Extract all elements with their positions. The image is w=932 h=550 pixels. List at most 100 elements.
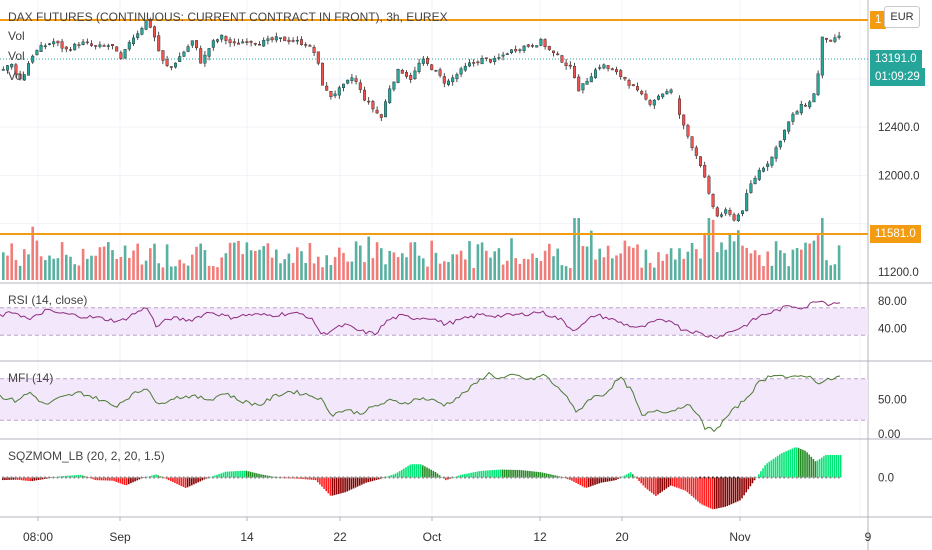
candle-body — [270, 37, 274, 41]
candle-body — [35, 50, 39, 56]
sqzmom-bar — [566, 477, 569, 480]
sqzmom-bar — [289, 477, 292, 479]
candle-body — [547, 46, 551, 50]
sqzmom-bar — [732, 477, 735, 504]
sqzmom-bar — [478, 471, 481, 478]
squeeze-dot — [262, 476, 265, 479]
squeeze-dot — [665, 476, 668, 479]
sqzmom-bar — [839, 454, 842, 478]
volume-bar — [182, 263, 186, 280]
sqzmom-bar — [235, 471, 237, 478]
volume-bar — [711, 219, 715, 280]
candle-body — [413, 70, 417, 80]
candle-body — [308, 45, 312, 47]
candle-body — [144, 20, 148, 30]
sqzmom-bar — [512, 469, 514, 478]
candle-body — [619, 70, 623, 77]
squeeze-dot — [144, 476, 147, 479]
sqzmom-title[interactable]: SQZMOM_LB (20, 2, 20, 1.5) — [8, 449, 165, 463]
sqzmom-bar — [130, 477, 132, 484]
squeeze-dot — [400, 476, 404, 479]
sqzmom-bar — [350, 477, 353, 490]
sqzmom-bar — [772, 458, 775, 478]
sqzmom-bar — [396, 472, 399, 478]
mfi-title[interactable]: MFI (14) — [8, 371, 54, 385]
squeeze-dot — [85, 476, 89, 479]
volume-bar — [136, 243, 139, 280]
rsi-title[interactable]: RSI (14, close) — [8, 293, 88, 307]
sqzmom-bar — [489, 470, 491, 478]
squeeze-dot — [787, 476, 790, 479]
candle-body — [522, 45, 526, 51]
sqzmom-bar — [726, 477, 729, 507]
squeeze-dot — [455, 476, 458, 479]
volume-bar — [396, 257, 400, 280]
squeeze-dot — [564, 476, 567, 479]
volume-bar — [669, 248, 673, 280]
candle-body — [1, 69, 5, 71]
top-line-tag: 1 — [870, 11, 887, 29]
squeeze-dot — [60, 476, 63, 479]
sqzmom-bar — [344, 477, 346, 493]
vol-label-2[interactable]: Vol — [8, 49, 25, 63]
squeeze-dot — [199, 476, 202, 479]
sqzmom-bar — [770, 460, 773, 478]
volume-bar — [384, 264, 387, 280]
sqzmom-bar — [480, 470, 483, 478]
sqzmom-bar — [434, 471, 437, 478]
volume-bar — [165, 244, 169, 280]
sqzmom-bar — [577, 477, 579, 485]
squeeze-dot — [392, 476, 395, 479]
candle-body — [140, 28, 144, 35]
volume-bar — [821, 218, 824, 280]
candle-body — [581, 83, 585, 91]
squeeze-dot — [211, 476, 215, 479]
squeeze-dot — [367, 476, 370, 479]
currency-button[interactable]: EUR — [884, 6, 920, 28]
volume-bar — [825, 260, 828, 280]
sqzmom-bar — [132, 477, 134, 483]
candle-body — [623, 76, 627, 80]
sqzmom-bar — [436, 473, 439, 478]
vol-label-3[interactable]: Vol — [8, 69, 25, 83]
rsi-band — [0, 307, 868, 336]
time-axis-label: 20 — [615, 530, 629, 544]
volume-bar — [342, 252, 345, 280]
squeeze-dot — [623, 476, 626, 479]
sqzmom-bar — [128, 477, 130, 485]
volume-bar — [94, 255, 97, 280]
sqzmom-bar — [697, 477, 699, 502]
sqzmom-bar — [600, 477, 603, 483]
squeeze-dot — [552, 476, 555, 479]
sqzmom-bar — [428, 468, 430, 478]
candle-body — [783, 129, 787, 141]
volume-bar — [233, 242, 236, 280]
volume-bar — [170, 266, 173, 280]
squeeze-dot — [106, 476, 110, 479]
sqzmom-bar — [29, 477, 31, 482]
sqzmom-bar — [331, 477, 334, 496]
sqzmom-bar — [323, 477, 325, 489]
volume-bar — [417, 255, 421, 280]
sqzmom-bar — [669, 477, 672, 486]
volume-bar — [216, 267, 219, 280]
sqzmom-bar — [709, 477, 712, 509]
sqzmom-bar — [797, 448, 800, 478]
volume-bar — [321, 267, 324, 280]
sqzmom-bar — [256, 473, 258, 478]
sqzmom-bar — [613, 477, 615, 481]
sqzmom-bar — [653, 477, 655, 495]
candle-body — [291, 40, 295, 42]
candle-body — [468, 62, 472, 67]
squeeze-dot — [279, 476, 282, 479]
candle-body — [799, 104, 803, 114]
candle-body — [115, 46, 119, 52]
vol-label-1[interactable]: Vol — [8, 29, 25, 43]
sqzmom-bar — [151, 475, 153, 478]
sqzmom-bar — [224, 471, 227, 478]
candle-body — [757, 170, 761, 180]
sqzmom-bar — [243, 470, 246, 478]
sqzmom-bar — [361, 477, 363, 485]
squeeze-dot — [363, 476, 366, 479]
